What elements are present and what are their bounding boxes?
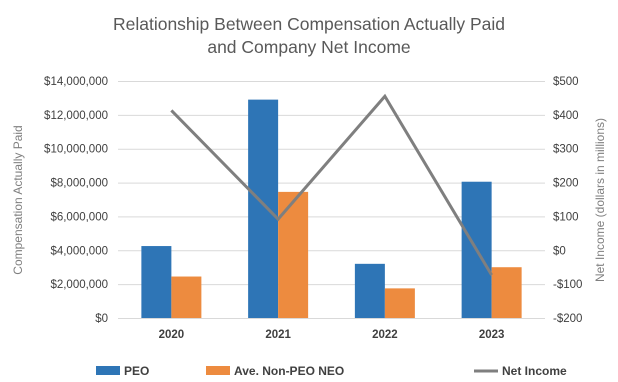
y2-tick-label: $400	[553, 110, 579, 122]
gridlines	[118, 81, 545, 286]
y-tick-label: $14,000,000	[44, 76, 108, 88]
chart-title-line-2: and Company Net Income	[207, 37, 410, 57]
y-axis-title-left: Compensation Actually Paid	[11, 125, 25, 274]
legend: PEO Ave. Non-PEO NEO Net Income	[96, 364, 567, 378]
x-tick-label: 2022	[372, 329, 398, 341]
y-axis-right-ticks: -$200 -$100 $0 $100 $200 $300 $400 $500	[553, 76, 582, 325]
y2-tick-label: -$100	[553, 279, 582, 291]
y2-tick-label: $100	[553, 211, 579, 223]
chart-title-line-1: Relationship Between Compensation Actual…	[113, 14, 505, 34]
y2-tick-label: $0	[553, 245, 566, 257]
legend-label: Net Income	[502, 364, 567, 378]
x-tick-label: 2023	[479, 329, 505, 341]
y2-tick-label: $500	[553, 76, 579, 88]
legend-label: Ave. Non-PEO NEO	[234, 364, 344, 378]
bar-ave-non-peo-neo	[278, 191, 309, 318]
bar-peo	[354, 263, 385, 318]
x-tick-label: 2020	[159, 329, 185, 341]
bar-peo	[141, 246, 172, 318]
y2-tick-label: -$200	[553, 313, 582, 325]
legend-swatch	[206, 366, 230, 375]
y-tick-label: $6,000,000	[50, 211, 108, 223]
bars	[141, 99, 522, 318]
chart-title: Relationship Between Compensation Actual…	[113, 14, 505, 57]
bar-ave-non-peo-neo	[171, 276, 202, 318]
bar-peo	[248, 99, 279, 318]
bar-ave-non-peo-neo	[491, 267, 522, 318]
net-income-line	[170, 93, 493, 276]
y-tick-label: $0	[95, 313, 108, 325]
y-axis-title-right: Net Income (dollars in millions)	[593, 118, 607, 282]
legend-label: PEO	[124, 364, 149, 378]
x-tick-label: 2021	[265, 329, 291, 341]
legend-swatch	[96, 366, 120, 375]
y2-tick-label: $200	[553, 178, 579, 190]
y-axis-left-ticks: $0 $2,000,000 $4,000,000 $6,000,000 $8,000,0…	[44, 76, 108, 325]
y-tick-label: $4,000,000	[50, 245, 108, 257]
bar-ave-non-peo-neo	[384, 288, 415, 318]
x-axis-ticks: 2020 2021 2022 2023	[159, 329, 505, 341]
y-tick-label: $12,000,000	[44, 110, 108, 122]
y2-tick-label: $300	[553, 144, 579, 156]
series-line-net-income	[170, 93, 493, 276]
y-tick-label: $10,000,000	[44, 144, 108, 156]
y-tick-label: $8,000,000	[50, 178, 108, 190]
y-tick-label: $2,000,000	[50, 279, 108, 291]
